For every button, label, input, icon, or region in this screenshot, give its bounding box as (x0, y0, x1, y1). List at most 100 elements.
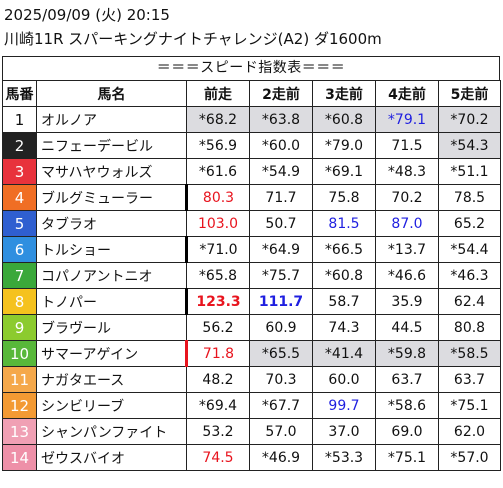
horse-name: ナガタエース (36, 366, 187, 393)
horse-number: 2 (2, 132, 37, 159)
speed-index-cell: 70.2 (375, 184, 439, 211)
col-header-2nd: 2走前 (249, 80, 313, 107)
speed-index-cell: *71.0 (185, 236, 250, 263)
horse-number: 11 (2, 366, 37, 393)
col-header-4th: 4走前 (375, 80, 439, 107)
horse-name: オルノア (36, 106, 187, 133)
horse-name: トルショー (36, 236, 187, 263)
speed-index-cell: *60.8 (312, 262, 376, 289)
speed-index-cell: 62.0 (438, 418, 501, 445)
table-title: ＝＝＝スピード指数表＝＝＝ (2, 56, 500, 80)
horse-number: 9 (2, 314, 37, 341)
speed-index-cell: *66.5 (312, 236, 376, 263)
horse-number: 8 (2, 288, 37, 315)
speed-index-cell: 37.0 (312, 418, 376, 445)
speed-index-cell: 63.7 (375, 366, 439, 393)
speed-index-cell: *51.1 (438, 158, 501, 185)
horse-number: 10 (2, 340, 37, 367)
speed-index-cell: 75.8 (312, 184, 376, 211)
horse-number: 1 (2, 106, 37, 133)
speed-index-cell: *68.2 (186, 106, 250, 133)
speed-index-cell: *54.3 (438, 132, 501, 159)
table-header-row: 馬番 馬名 前走 2走前 3走前 4走前 5走前 (2, 80, 501, 107)
speed-index-cell: *13.7 (375, 236, 439, 263)
speed-index-cell: *75.1 (375, 444, 439, 471)
speed-index-cell: *75.7 (249, 262, 313, 289)
table-row: 13 シャンパンファイト 53.2 57.0 37.0 69.0 62.0 (2, 418, 501, 445)
horse-number: 5 (2, 210, 37, 237)
horse-name: サマーアゲイン (36, 340, 187, 367)
speed-index-cell: 80.8 (438, 314, 501, 341)
speed-index-cell: 53.2 (186, 418, 250, 445)
table-row: 7 コパノアントニオ *65.8 *75.7 *60.8 *46.6 *46.3 (2, 262, 501, 289)
speed-index-cell: *56.9 (186, 132, 250, 159)
horse-number: 7 (2, 262, 37, 289)
speed-index-cell: 71.8 (185, 340, 250, 367)
speed-index-cell: *58.6 (375, 392, 439, 419)
speed-index-cell: *67.7 (249, 392, 313, 419)
speed-index-cell: 80.3 (185, 184, 250, 211)
speed-index-cell: *46.6 (375, 262, 439, 289)
horse-number: 14 (2, 444, 37, 471)
speed-index-cell: 70.3 (249, 366, 313, 393)
speed-index-cell: 44.5 (375, 314, 439, 341)
speed-index-cell: *61.6 (186, 158, 250, 185)
table-row: 12 シンビリーブ *69.4 *67.7 99.7 *58.6 *75.1 (2, 392, 501, 419)
table-row: 4 ブルグミューラー 80.3 71.7 75.8 70.2 78.5 (2, 184, 501, 211)
table-row: 14 ゼウスバイオ 74.5 *46.9 *53.3 *75.1 *57.0 (2, 444, 501, 471)
speed-index-cell: *64.9 (249, 236, 313, 263)
speed-index-cell: 71.5 (375, 132, 439, 159)
race-datetime: 2025/09/09 (火) 20:15 (4, 6, 170, 24)
speed-index-cell: 69.0 (375, 418, 439, 445)
table-row: 10 サマーアゲイン 71.8 *65.5 *41.4 *59.8 *58.5 (2, 340, 501, 367)
table-row: 5 タブラオ 103.0 50.7 81.5 87.0 65.2 (2, 210, 501, 237)
horse-name: シャンパンファイト (36, 418, 187, 445)
speed-index-cell: *60.0 (249, 132, 313, 159)
speed-index-cell: *65.5 (249, 340, 313, 367)
horse-name: ニフェーデービル (36, 132, 187, 159)
speed-index-cell: 65.2 (438, 210, 501, 237)
table-row: 8 トノパー 123.3 111.7 58.7 35.9 62.4 (2, 288, 501, 315)
speed-index-cell: *65.8 (186, 262, 250, 289)
horse-name: トノパー (36, 288, 187, 315)
speed-index-cell: *60.8 (312, 106, 376, 133)
speed-index-cell: 103.0 (186, 210, 250, 237)
speed-index-cell: *54.4 (438, 236, 501, 263)
table-row: 2 ニフェーデービル *56.9 *60.0 *79.0 71.5 *54.3 (2, 132, 501, 159)
horse-name: コパノアントニオ (36, 262, 187, 289)
speed-index-cell: 58.7 (312, 288, 376, 315)
horse-number: 4 (2, 184, 37, 211)
speed-index-cell: *58.5 (438, 340, 501, 367)
horse-number: 6 (2, 236, 37, 263)
speed-index-cell: *53.3 (312, 444, 376, 471)
speed-index-cell: 74.3 (312, 314, 376, 341)
horse-name: タブラオ (36, 210, 187, 237)
speed-index-cell: 60.0 (312, 366, 376, 393)
speed-index-cell: 71.7 (249, 184, 313, 211)
col-header-last: 前走 (186, 80, 250, 107)
col-header-number: 馬番 (2, 80, 37, 107)
speed-index-cell: *54.9 (249, 158, 313, 185)
speed-index-cell: *57.0 (438, 444, 501, 471)
horse-number: 12 (2, 392, 37, 419)
speed-index-cell: *69.1 (312, 158, 376, 185)
table-body: 1 オルノア *68.2 *63.8 *60.8 *79.1 *70.2 2 ニフェーデービル *… (2, 106, 501, 471)
speed-index-cell: *63.8 (249, 106, 313, 133)
race-title: 川崎11R スパーキングナイトチャレンジ(A2) ダ1600m (4, 30, 382, 48)
speed-index-cell: *41.4 (312, 340, 376, 367)
speed-index-cell: 57.0 (249, 418, 313, 445)
speed-index-cell: *69.4 (186, 392, 250, 419)
speed-index-cell: 87.0 (375, 210, 439, 237)
race-header: 2025/09/09 (火) 20:15 川崎11R スパーキングナイトチャレン… (0, 0, 503, 52)
col-header-5th: 5走前 (438, 80, 501, 107)
speed-index-cell: *46.3 (438, 262, 501, 289)
col-header-name: 馬名 (36, 80, 187, 107)
horse-name: ゼウスバイオ (36, 444, 187, 471)
speed-index-cell: *79.0 (312, 132, 376, 159)
table-row: 6 トルショー *71.0 *64.9 *66.5 *13.7 *54.4 (2, 236, 501, 263)
speed-index-cell: 123.3 (185, 288, 250, 315)
speed-index-cell: *70.2 (438, 106, 501, 133)
table-row: 1 オルノア *68.2 *63.8 *60.8 *79.1 *70.2 (2, 106, 501, 133)
col-header-3rd: 3走前 (312, 80, 376, 107)
